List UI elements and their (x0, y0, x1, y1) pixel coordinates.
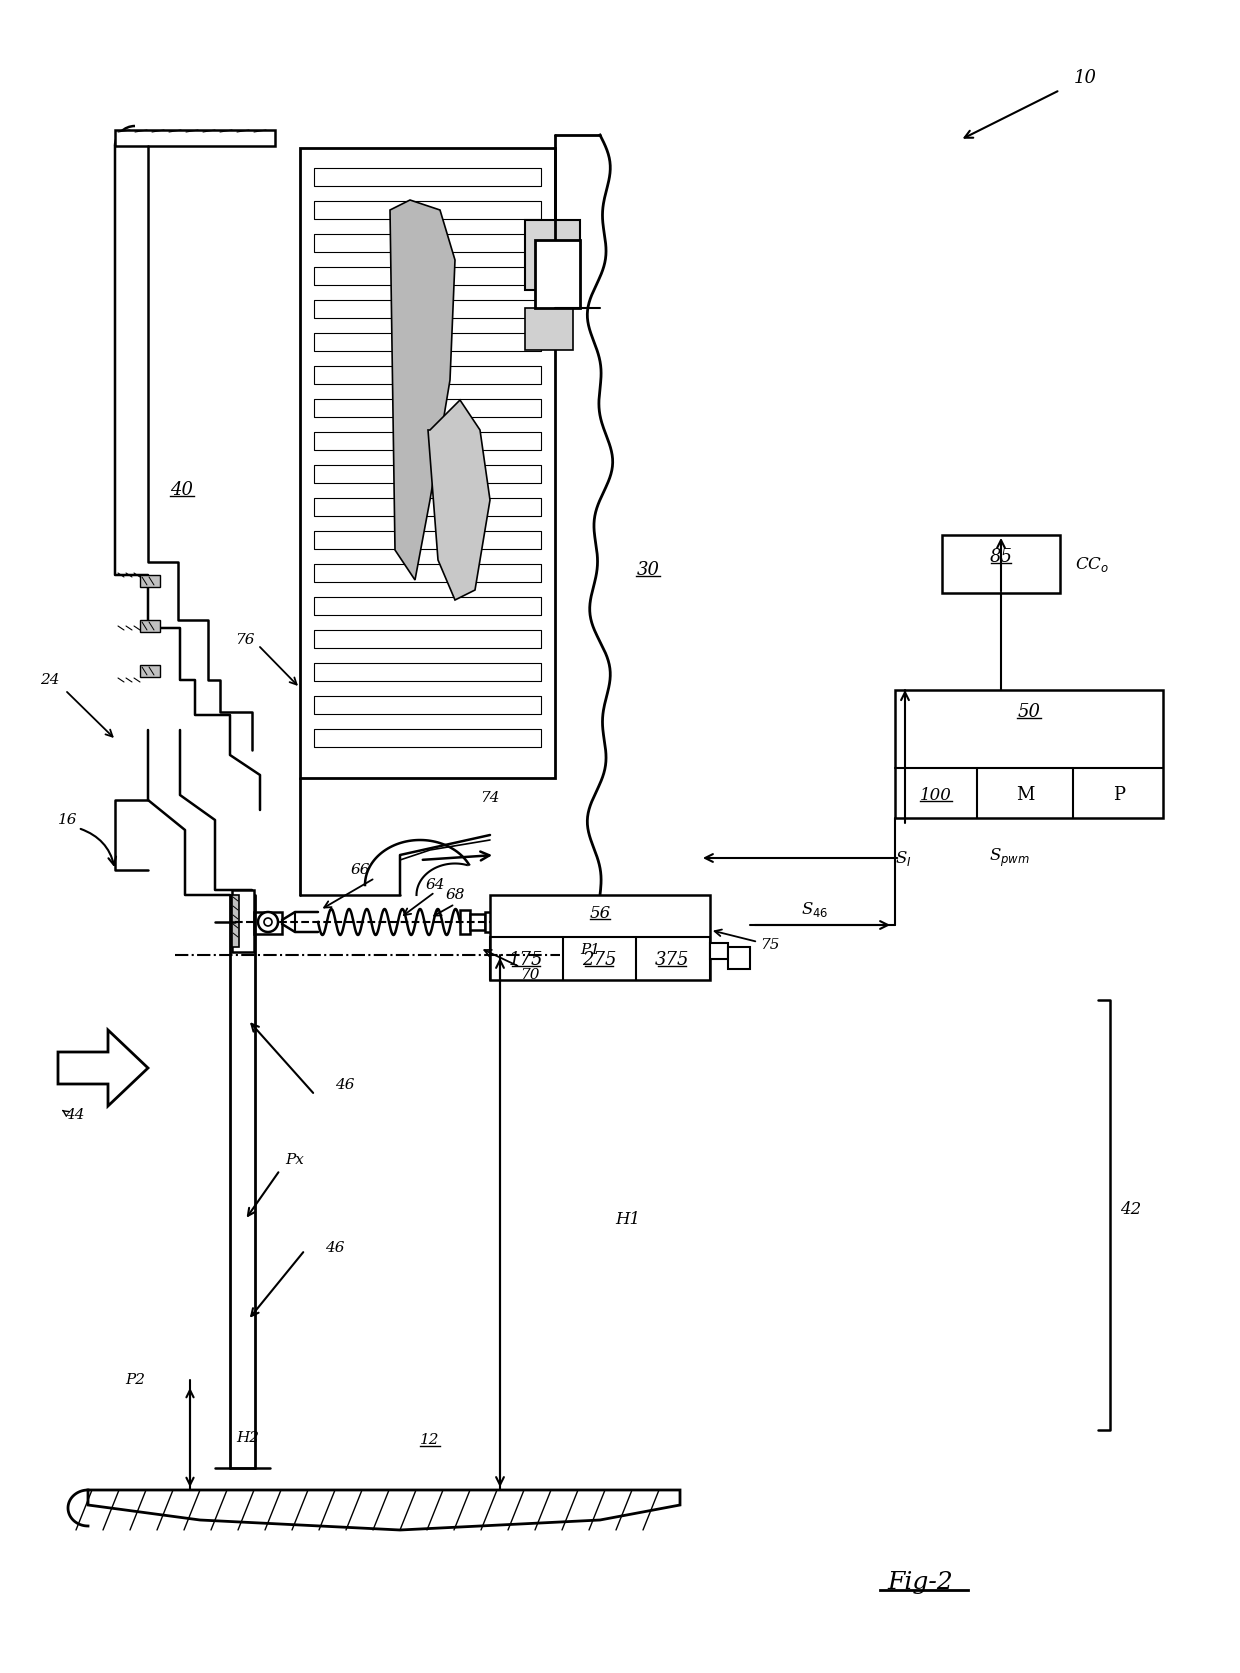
Text: S$_I$: S$_I$ (894, 848, 911, 868)
Text: P: P (1114, 786, 1125, 805)
Text: 50: 50 (1018, 703, 1040, 721)
Bar (232, 890, 254, 952)
Polygon shape (428, 400, 490, 601)
Bar (314, 564, 541, 582)
Polygon shape (391, 201, 455, 581)
Text: 44: 44 (64, 1108, 84, 1123)
Bar (314, 398, 541, 417)
Bar (314, 696, 541, 714)
Text: 30: 30 (636, 560, 660, 579)
Text: CC$_o$: CC$_o$ (1075, 554, 1110, 574)
Bar (942, 535, 1060, 592)
Text: 16: 16 (58, 813, 78, 826)
Bar (314, 663, 541, 681)
Bar (314, 729, 541, 748)
Bar (314, 366, 541, 385)
Text: 24: 24 (40, 673, 60, 688)
Bar (232, 895, 239, 947)
Bar (314, 597, 541, 616)
Text: 46: 46 (335, 1077, 355, 1092)
Bar (314, 201, 541, 219)
Text: 46: 46 (325, 1241, 345, 1255)
Bar (895, 689, 1163, 818)
Bar (314, 432, 541, 450)
Bar (300, 147, 556, 778)
Bar (314, 333, 541, 351)
Bar (314, 499, 541, 515)
Text: 74: 74 (480, 791, 500, 805)
Text: 70: 70 (521, 969, 539, 982)
Bar (470, 913, 485, 930)
Bar (314, 268, 541, 284)
Text: 10: 10 (1074, 69, 1096, 87)
Text: 275: 275 (582, 950, 616, 969)
Text: 76: 76 (236, 632, 255, 647)
Text: 175: 175 (508, 950, 543, 969)
Text: 12: 12 (420, 1434, 440, 1447)
Bar (314, 299, 541, 318)
Bar (254, 912, 281, 934)
Text: 56: 56 (589, 905, 610, 922)
Bar (490, 895, 711, 980)
Text: P2: P2 (125, 1374, 145, 1387)
Bar (534, 239, 580, 308)
Text: 64: 64 (425, 878, 445, 892)
Bar (485, 912, 503, 932)
Circle shape (258, 912, 278, 932)
Bar (314, 167, 541, 186)
Text: 375: 375 (655, 950, 689, 969)
Text: Px: Px (285, 1153, 304, 1168)
Text: S$_{pwm}$: S$_{pwm}$ (990, 847, 1030, 868)
Bar (140, 576, 160, 587)
Text: 42: 42 (1120, 1201, 1141, 1218)
Text: S$_{46}$: S$_{46}$ (801, 900, 828, 918)
Bar (314, 530, 541, 549)
Bar (460, 910, 470, 934)
Bar (728, 947, 750, 969)
Bar (314, 234, 541, 253)
Text: 40: 40 (171, 482, 193, 499)
Text: 66: 66 (350, 863, 370, 877)
Bar (314, 465, 541, 483)
Bar (314, 631, 541, 647)
Bar (525, 308, 573, 350)
Bar (140, 664, 160, 678)
Text: 85: 85 (990, 549, 1013, 565)
Bar (525, 221, 580, 289)
Text: M: M (1016, 786, 1034, 805)
Polygon shape (88, 1491, 680, 1531)
Bar (711, 944, 728, 959)
Text: 75: 75 (760, 939, 780, 952)
Text: H1: H1 (615, 1211, 641, 1228)
Text: H2: H2 (237, 1430, 259, 1445)
Text: Fig-2: Fig-2 (887, 1571, 952, 1593)
Text: 68: 68 (445, 888, 465, 902)
Bar (140, 621, 160, 632)
Bar (115, 130, 275, 146)
Text: 100: 100 (920, 786, 952, 803)
Circle shape (264, 918, 272, 925)
Polygon shape (58, 1031, 148, 1106)
Text: P1: P1 (580, 944, 600, 957)
